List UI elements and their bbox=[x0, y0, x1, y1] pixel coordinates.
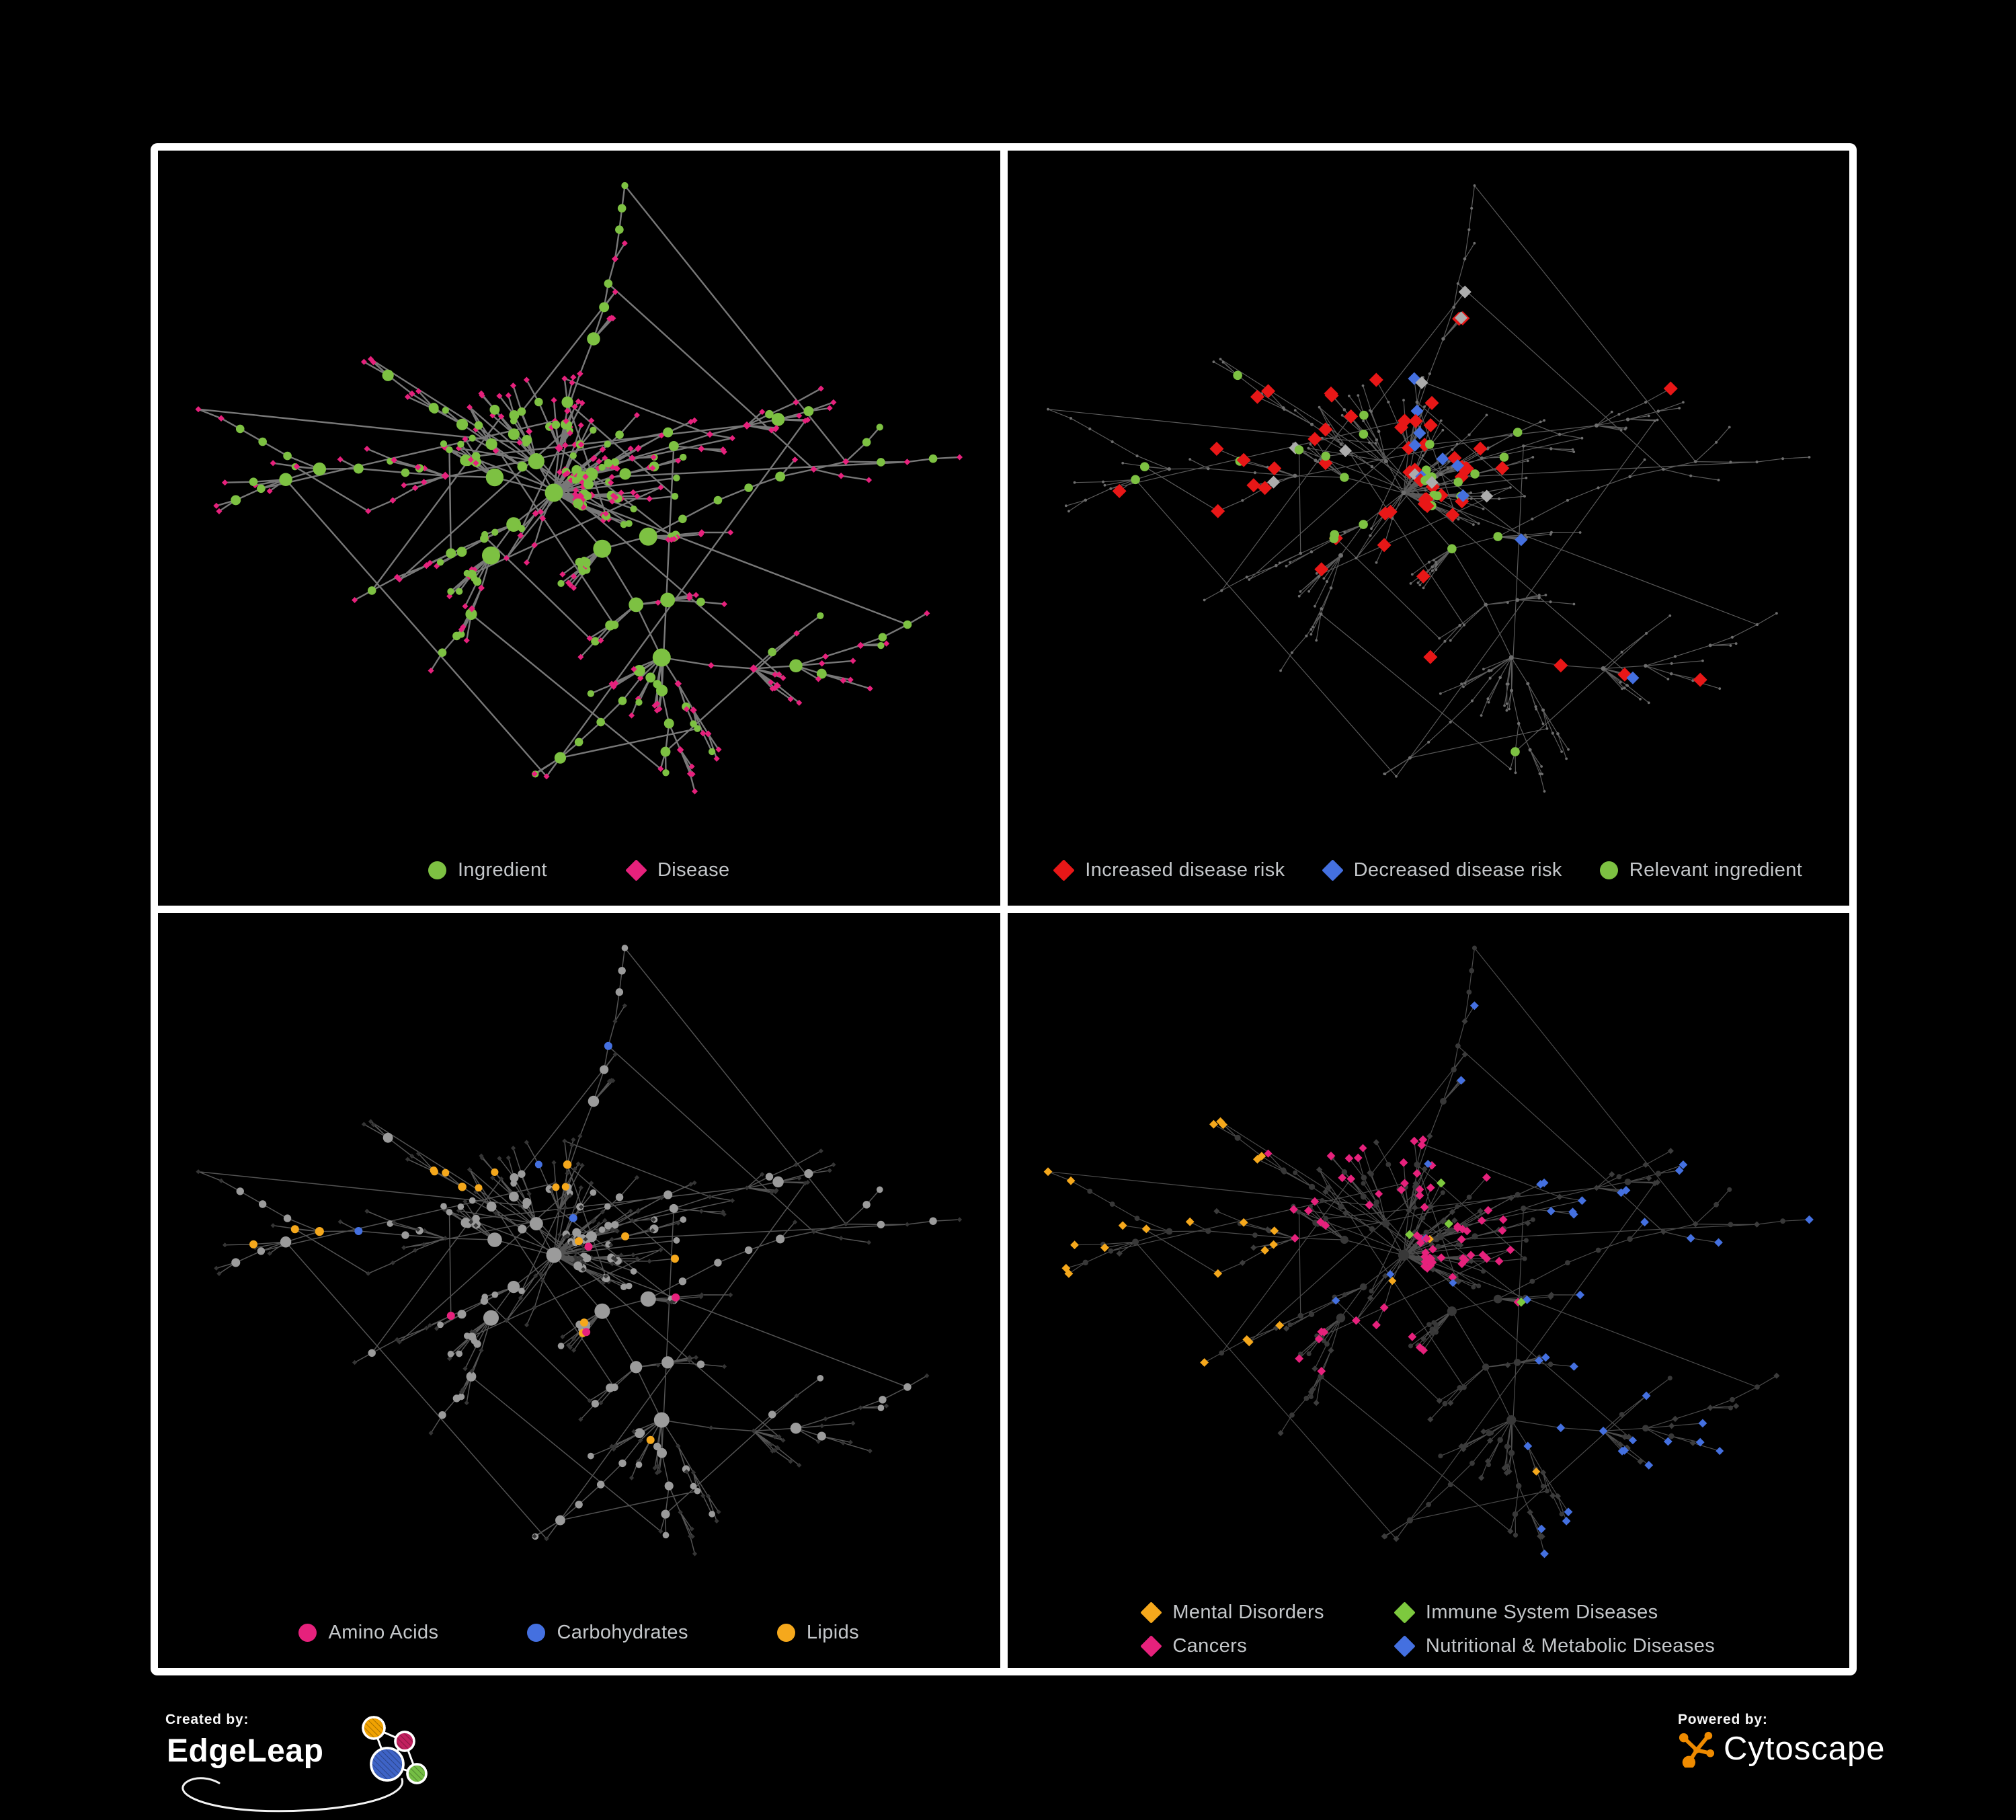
edgeleap-logo: Created by: EdgeLeap bbox=[165, 1712, 448, 1816]
powered-by-label: Powered by: bbox=[1678, 1712, 1768, 1727]
legend-item-increased-risk-label: Increased disease risk bbox=[1085, 859, 1285, 881]
legend-disease-classes: Mental Disorders Immune System Diseases … bbox=[1008, 1601, 1850, 1657]
panel-chemical-classes: Amino Acids Carbohydrates Lipids bbox=[158, 913, 1000, 1668]
lipids-swatch-icon bbox=[776, 1624, 795, 1642]
legend-item-nutritional-metabolic-diseases-label: Nutritional & Metabolic Diseases bbox=[1425, 1635, 1716, 1657]
legend-item-immune-system-diseases-label: Immune System Diseases bbox=[1425, 1601, 1658, 1623]
figure-frame: Ingredient Disease Increased disease ris… bbox=[151, 143, 1857, 1675]
legend-item-mental-disorders-label: Mental Disorders bbox=[1172, 1601, 1324, 1623]
network-canvas-disease-risk bbox=[1046, 184, 1810, 793]
legend-item-cancers-label: Cancers bbox=[1172, 1635, 1248, 1657]
legend-item-lipids-label: Lipids bbox=[806, 1622, 860, 1643]
legend-item-cancers: Cancers bbox=[1140, 1635, 1324, 1657]
nutritional-metabolic-diseases-swatch-icon bbox=[1394, 1635, 1416, 1657]
disease-swatch-icon bbox=[625, 859, 647, 881]
legend-item-decreased-risk: Decreased disease risk bbox=[1321, 859, 1562, 881]
legend-item-amino-acids-label: Amino Acids bbox=[328, 1622, 439, 1643]
carbohydrates-swatch-icon bbox=[527, 1624, 546, 1642]
legend-item-increased-risk: Increased disease risk bbox=[1053, 859, 1285, 881]
panel-disease-risk: Increased disease risk Decreased disease… bbox=[1007, 151, 1850, 906]
legend-item-decreased-risk-label: Decreased disease risk bbox=[1353, 859, 1562, 881]
relevant-ingredient-swatch-icon bbox=[1599, 861, 1618, 879]
legend-item-disease: Disease bbox=[625, 859, 730, 881]
legend-chemical-classes: Amino Acids Carbohydrates Lipids bbox=[158, 1622, 1000, 1644]
legend-item-disease-label: Disease bbox=[657, 859, 730, 881]
legend-item-ingredient: Ingredient bbox=[428, 859, 547, 881]
network-canvas-disease-classes bbox=[1043, 945, 1814, 1558]
edgeleap-wordmark: EdgeLeap bbox=[167, 1733, 324, 1769]
legend-item-amino-acids: Amino Acids bbox=[298, 1622, 438, 1644]
legend-item-ingredient-label: Ingredient bbox=[457, 859, 547, 881]
ingredient-swatch-icon bbox=[428, 861, 446, 879]
cytoscape-icon bbox=[1679, 1731, 1715, 1768]
legend-item-nutritional-metabolic-diseases: Nutritional & Metabolic Diseases bbox=[1394, 1635, 1716, 1657]
network-canvas-chemical-classes bbox=[196, 945, 963, 1556]
panel-ingredients-diseases: Ingredient Disease bbox=[158, 151, 1000, 906]
legend-item-relevant-ingredient-label: Relevant ingredient bbox=[1629, 859, 1803, 881]
legend-item-relevant-ingredient: Relevant ingredient bbox=[1599, 859, 1803, 881]
created-by-label: Created by: bbox=[165, 1712, 249, 1727]
mental-disorders-swatch-icon bbox=[1140, 1601, 1163, 1624]
legend-item-immune-system-diseases: Immune System Diseases bbox=[1394, 1601, 1715, 1624]
legend-item-lipids: Lipids bbox=[776, 1622, 860, 1644]
immune-system-diseases-swatch-icon bbox=[1394, 1601, 1416, 1624]
cytoscape-wordmark: Cytoscape bbox=[1724, 1731, 1886, 1767]
legend-ingredients-diseases: Ingredient Disease bbox=[158, 859, 1000, 881]
increased-risk-swatch-icon bbox=[1053, 859, 1075, 881]
panel-disease-classes: Mental Disorders Immune System Diseases … bbox=[1007, 913, 1850, 1668]
legend-item-carbohydrates-label: Carbohydrates bbox=[557, 1622, 688, 1643]
network-canvas-ingredients-diseases bbox=[195, 182, 963, 795]
cytoscape-logo: Powered by: Cytoscape bbox=[1678, 1712, 1893, 1813]
edgeleap-network-icon bbox=[182, 1716, 428, 1813]
legend-item-carbohydrates: Carbohydrates bbox=[527, 1622, 688, 1644]
edgeleap-swoosh bbox=[182, 1777, 403, 1813]
legend-disease-risk: Increased disease risk Decreased disease… bbox=[1008, 859, 1850, 881]
decreased-risk-swatch-icon bbox=[1321, 859, 1344, 881]
cancers-swatch-icon bbox=[1140, 1635, 1163, 1657]
legend-item-mental-disorders: Mental Disorders bbox=[1140, 1601, 1324, 1624]
amino-acids-swatch-icon bbox=[298, 1624, 317, 1642]
